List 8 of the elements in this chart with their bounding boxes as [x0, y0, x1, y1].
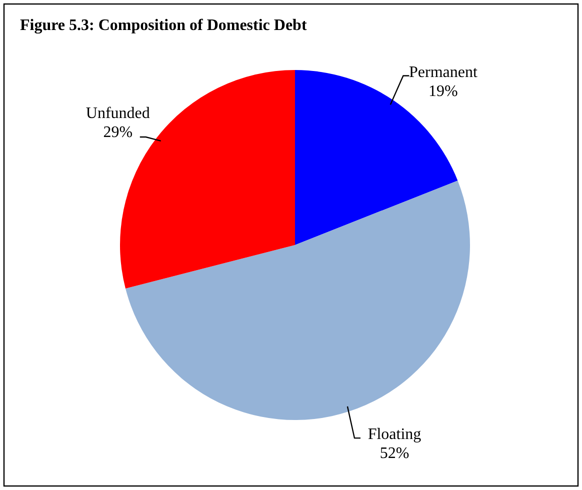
slice-label: Unfunded [86, 105, 150, 122]
data-label: 29% [103, 124, 133, 142]
slice-label: Floating [368, 426, 422, 444]
pie-slice [126, 180, 470, 420]
slice-label: Permanent [408, 64, 478, 81]
chart-title: Figure 5.3: Composition of Domestic Debt [20, 17, 308, 34]
data-label: 52% [380, 445, 410, 462]
data-label: 19% [428, 82, 458, 100]
